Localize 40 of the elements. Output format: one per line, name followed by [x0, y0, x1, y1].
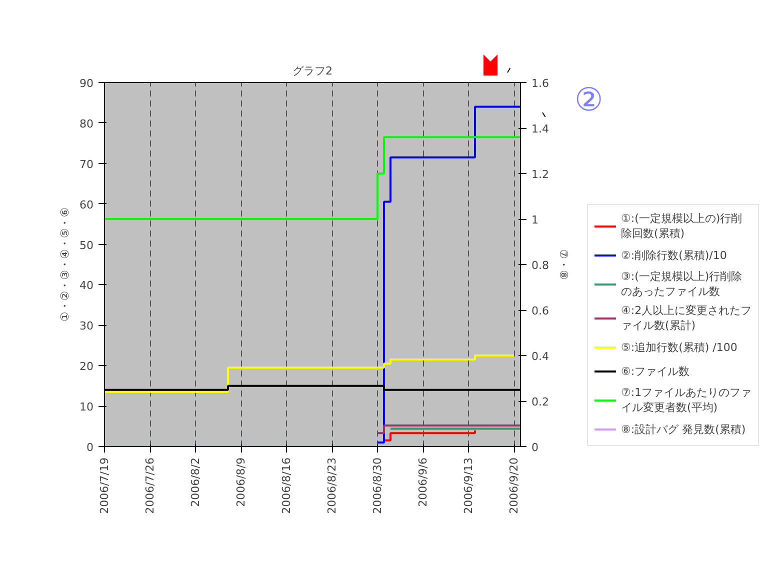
legend-label: ⑤:追加行数(累積) /100 — [621, 340, 738, 354]
x-tick-label: 2006/7/19 — [98, 457, 111, 514]
y-tick-label: 50 — [80, 238, 94, 252]
y2-tick-label: 0.6 — [532, 304, 549, 318]
y2-tick-label: 0.8 — [532, 259, 549, 272]
legend-label: ②:削除行数(累積)/10 — [621, 248, 727, 262]
x-tick-label: 2006/9/20 — [508, 457, 520, 514]
y2-axis-title: ⑦・⑧ — [556, 249, 570, 280]
y-tick-label: 80 — [80, 117, 94, 130]
legend-label: ⑦:1ファイルあたりのファイル変更者数(平均) — [621, 385, 752, 415]
x-tick-label: 2006/8/30 — [371, 457, 384, 514]
x-tick-label: 2006/8/9 — [234, 457, 248, 507]
y-tick-label: 60 — [80, 198, 94, 212]
y2-tick-label: 1.6 — [532, 77, 549, 90]
x-tick-label: 2006/8/16 — [280, 457, 293, 514]
y-tick-label: 90 — [80, 77, 94, 90]
y-axis-title: ①・②・③・④・⑤・⑥ — [58, 207, 72, 322]
text: ② — [574, 80, 604, 118]
y-tick-label: 20 — [80, 360, 94, 374]
legend-label: ⑧:設計バグ 発見数(累積) — [621, 422, 746, 436]
y2-tick-label: 0 — [532, 441, 538, 454]
legend-label: ④:2人以上に変更されたファイル数(累計) — [621, 303, 752, 333]
y-tick-label: 70 — [80, 158, 94, 171]
y-tick-label: 40 — [80, 279, 94, 292]
y2-tick-label: 1.2 — [532, 168, 549, 181]
x-tick-label: 2006/7/26 — [144, 457, 156, 514]
legend-label: ①:(一定規模以上の)行削除回数(累積) — [621, 211, 742, 241]
x-tick-label: 2006/8/2 — [189, 457, 202, 507]
y2-tick-label: 0.4 — [532, 350, 549, 363]
y-tick-label: 0 — [86, 441, 94, 454]
y-tick-label: 30 — [80, 320, 94, 333]
y2-tick-label: 1 — [532, 214, 538, 226]
y-tick-label: 10 — [80, 400, 94, 414]
x-tick-label: 2006/9/6 — [416, 457, 430, 507]
x-tick-label: 2006/9/13 — [462, 457, 475, 514]
legend-label: ⑥:ファイル数 — [621, 364, 690, 378]
x-tick-label: 2006/8/23 — [326, 457, 338, 514]
y2-tick-label: 0.2 — [532, 396, 549, 408]
chart-title: グラフ2 — [292, 64, 332, 78]
legend-label: ③:(一定規模以上)行削除のあったファイル数 — [621, 269, 742, 299]
